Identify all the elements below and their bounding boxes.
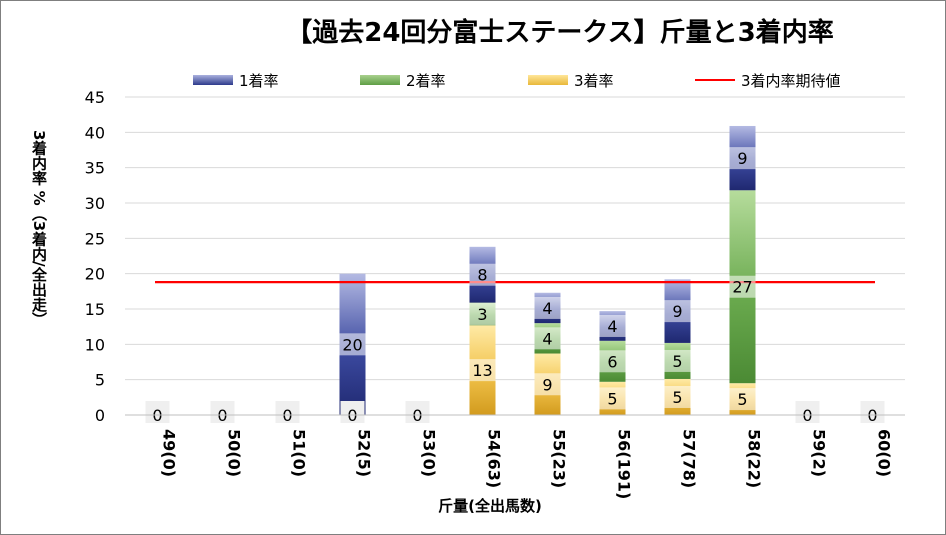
data-label: 6 <box>607 352 617 371</box>
y-tick-label: 30 <box>85 194 105 213</box>
data-label: 9 <box>737 149 747 168</box>
legend-item-3rd: 3着率 <box>528 70 614 90</box>
data-label: 3 <box>477 305 487 324</box>
x-tick-label: 55(23) <box>550 429 569 488</box>
x-tick-label: 57(78) <box>680 429 699 488</box>
data-label: 5 <box>607 389 617 408</box>
data-label-bg <box>469 263 496 286</box>
data-label-bg <box>729 275 756 298</box>
data-label-bg <box>534 327 561 350</box>
x-axis-label: 斤量(全出馬数) <box>438 497 542 515</box>
y-tick-label: 45 <box>85 88 105 107</box>
zero-label-bg <box>795 401 820 423</box>
data-label-bg <box>664 349 691 372</box>
zero-label-bg <box>145 401 170 423</box>
data-label: 4 <box>607 317 617 336</box>
x-tick-label: 58(22) <box>745 429 764 488</box>
legend-item-expected: 3着内率期待値 <box>695 70 841 90</box>
zero-label-bg <box>275 401 300 423</box>
legend-item-1st: 1着率 <box>193 70 279 90</box>
data-label-bg <box>534 296 561 319</box>
legend-swatch-3rd <box>528 75 568 85</box>
data-label: 5 <box>737 390 747 409</box>
x-tick-label: 49(0) <box>160 429 179 477</box>
data-label-bg <box>469 359 496 382</box>
zero-label-bg <box>210 401 235 423</box>
legend-swatch-1st <box>193 75 233 85</box>
data-label-bg <box>729 388 756 411</box>
legend-swatch-2nd <box>360 75 400 85</box>
data-label: 27 <box>732 278 752 297</box>
x-tick-label: 54(63) <box>485 429 504 488</box>
zero-label-bg <box>405 401 430 423</box>
y-tick-label: 25 <box>85 229 105 248</box>
data-label: 9 <box>542 375 552 394</box>
x-tick-label: 51(0) <box>290 429 309 477</box>
x-tick-label: 50(0) <box>225 429 244 477</box>
legend-label-1st: 1着率 <box>239 71 279 90</box>
data-label-bg <box>599 314 626 337</box>
y-tick-label: 5 <box>95 371 105 390</box>
y-axis-label: 3着内率 %（3着内/全出走） <box>30 130 48 327</box>
x-tick-label: 60(0) <box>875 429 894 477</box>
legend-item-2nd: 2着率 <box>360 70 446 90</box>
data-label: 13 <box>472 361 492 380</box>
data-label-bg <box>599 387 626 410</box>
data-label-bg <box>599 350 626 373</box>
data-label-bg <box>469 302 496 325</box>
y-tick-label: 20 <box>85 265 105 284</box>
x-tick-label: 56(191) <box>615 429 634 499</box>
data-label: 4 <box>542 329 552 348</box>
data-label: 9 <box>672 302 682 321</box>
data-label-bg <box>729 147 756 170</box>
data-label: 5 <box>672 388 682 407</box>
data-label-bg <box>664 385 691 408</box>
data-label: 4 <box>542 299 552 318</box>
y-tick-label: 10 <box>85 335 105 354</box>
zero-label-bg <box>860 401 885 423</box>
data-label: 5 <box>672 352 682 371</box>
legend-label-3rd: 3着率 <box>574 71 614 90</box>
y-tick-label: 15 <box>85 300 105 319</box>
legend-label-expected: 3着内率期待値 <box>741 71 841 90</box>
x-tick-label: 53(0) <box>420 429 439 477</box>
data-label: 20 <box>342 335 362 354</box>
legend-swatch-expected <box>695 79 735 81</box>
data-label-bg <box>339 333 366 356</box>
data-label-bg <box>664 300 691 323</box>
chart-title: 【過去24回分富士ステークス】斤量と3着内率 <box>286 18 834 48</box>
data-label-bg <box>534 373 561 396</box>
y-tick-label: 35 <box>85 159 105 178</box>
y-tick-label: 0 <box>95 406 105 425</box>
data-label: 8 <box>477 266 487 285</box>
zero-label-bg <box>340 401 365 423</box>
legend-label-2nd: 2着率 <box>406 71 446 90</box>
x-tick-label: 59(2) <box>810 429 829 477</box>
y-tick-label: 40 <box>85 123 105 142</box>
x-tick-label: 52(5) <box>355 429 374 477</box>
